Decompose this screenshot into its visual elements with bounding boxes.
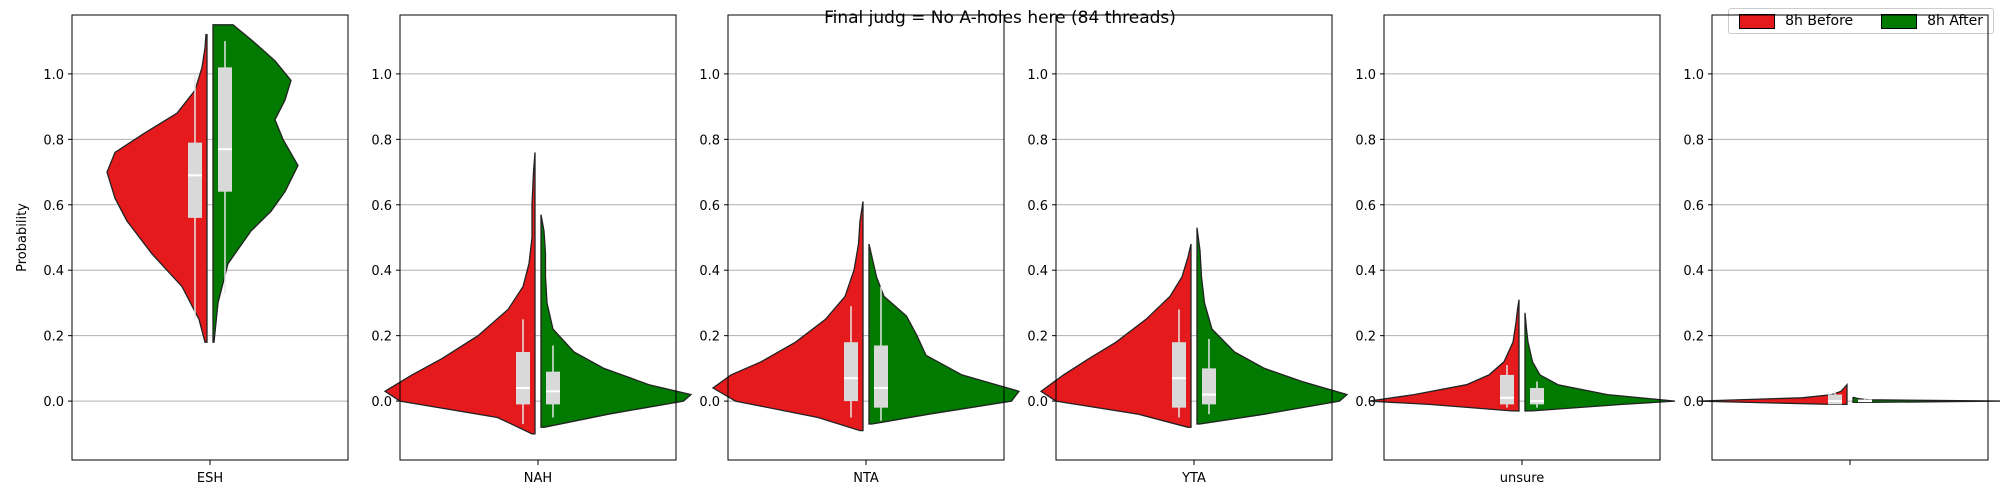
violin-after-NAH-box (546, 371, 560, 405)
y-tick-label: 0.6 (699, 199, 720, 214)
y-tick-label: 0.0 (1027, 395, 1048, 410)
violin-before-unsure-box (1500, 374, 1514, 405)
legend-swatch-before (1739, 13, 1776, 29)
y-tick-label: 0.4 (699, 264, 720, 279)
y-tick-label: 0.4 (371, 264, 392, 279)
y-tick-label: 1.0 (371, 68, 392, 83)
x-tick-label: NAH (524, 471, 552, 486)
violin-before-blank-box (1828, 394, 1842, 405)
y-tick-label: 0.0 (43, 395, 64, 410)
y-tick-label: 0.4 (1683, 264, 1704, 279)
y-tick-label: 1.0 (1027, 68, 1048, 83)
y-tick-label: 0.6 (371, 199, 392, 214)
violin-after-NTA (868, 243, 1021, 425)
y-tick-label: 0.8 (1355, 133, 1376, 148)
y-tick-label: 0.6 (43, 199, 64, 214)
violin-before-ESH-box (188, 142, 202, 218)
y-tick-label: 0.8 (699, 133, 720, 148)
violin-before-NAH-box (516, 352, 530, 405)
y-tick-label: 0.2 (1355, 330, 1376, 345)
y-tick-label: 0.6 (1355, 199, 1376, 214)
violin-before-blank (1696, 383, 1848, 406)
axes-frame (1711, 14, 1989, 461)
y-tick-label: 0.8 (1027, 133, 1048, 148)
y-tick-label: 0.2 (1683, 330, 1704, 345)
violin-before-NTA (711, 201, 864, 432)
violin-after-ESH-box (218, 67, 232, 192)
y-tick-label: 0.0 (371, 395, 392, 410)
violin-after-NTA-box (874, 345, 888, 408)
chart-title: Final judg = No A-holes here (84 threads… (824, 8, 1176, 28)
y-tick-label: 0.8 (43, 133, 64, 148)
y-tick-label: 1.0 (699, 68, 720, 83)
y-tick-label: 0.2 (699, 330, 720, 345)
violin-after-NAH (540, 214, 693, 428)
x-tick-label: YTA (1181, 471, 1206, 486)
legend-swatch-after (1881, 13, 1918, 29)
y-tick-label: 0.4 (1355, 264, 1376, 279)
violin-after-YTA-box (1202, 368, 1216, 405)
y-tick-label: 0.2 (43, 330, 64, 345)
y-axis-label: Probability (15, 203, 30, 272)
y-tick-label: 1.0 (1683, 68, 1704, 83)
violin-before-ESH (106, 33, 208, 343)
y-tick-label: 0.8 (371, 133, 392, 148)
violin-after-unsure (1524, 312, 1676, 412)
legend-item-before: 8h Before (1739, 13, 1853, 29)
y-tick-label: 0.0 (1683, 395, 1704, 410)
violin-before-NAH (383, 152, 536, 435)
y-tick-label: 1.0 (1355, 68, 1376, 83)
x-tick-label: NTA (853, 471, 879, 486)
violin-before-unsure (1368, 299, 1520, 412)
legend-label-before: 8h Before (1785, 13, 1854, 29)
y-tick-label: 0.4 (43, 264, 64, 279)
y-tick-label: 0.8 (1683, 133, 1704, 148)
y-tick-label: 0.6 (1027, 199, 1048, 214)
axes-frame (71, 14, 349, 461)
y-tick-label: 1.0 (43, 68, 64, 83)
legend: 8h Before 8h After (1728, 8, 1994, 34)
y-tick-label: 0.0 (699, 395, 720, 410)
y-tick-label: 0.4 (1027, 264, 1048, 279)
y-tick-label: 0.0 (1355, 395, 1376, 410)
x-tick-label: unsure (1500, 471, 1545, 486)
y-tick-label: 0.2 (371, 330, 392, 345)
x-tick-label: ESH (197, 471, 223, 486)
legend-label-after: 8h After (1927, 13, 1983, 29)
violin-after-YTA (1196, 227, 1349, 425)
y-tick-label: 0.6 (1683, 199, 1704, 214)
violin-before-NTA-box (844, 342, 858, 402)
violin-after-blank (1852, 396, 2000, 404)
violin-before-YTA (1039, 243, 1192, 428)
y-tick-label: 0.2 (1027, 330, 1048, 345)
legend-item-after: 8h After (1881, 13, 1983, 29)
violin-before-YTA-box (1172, 342, 1186, 408)
